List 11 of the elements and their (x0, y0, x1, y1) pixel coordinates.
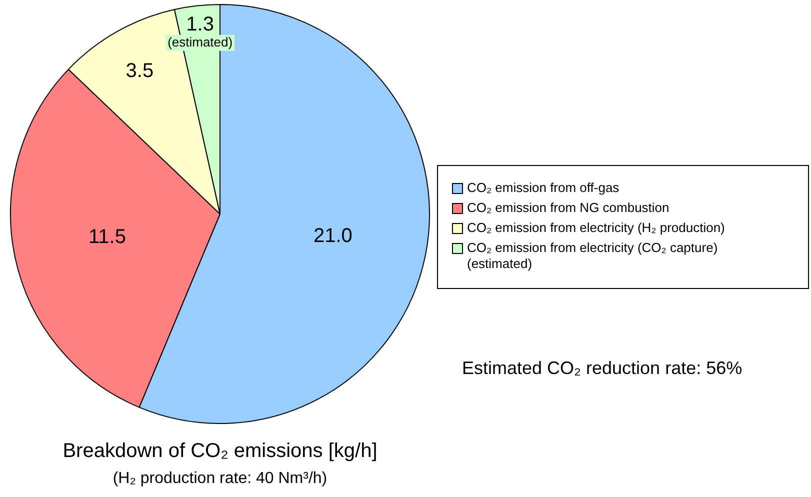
data-label: 1.3 (estimated) (168, 13, 233, 50)
data-label: 3.5 (126, 60, 154, 82)
data-label: 11.5 (88, 226, 126, 248)
data-label: 21.0 (314, 225, 352, 248)
legend-label: CO₂ emission from NG combustion (467, 200, 670, 216)
text: (H₂ production rate: 40 Nm³/h) (112, 470, 328, 488)
legend-label: CO₂ emission from electricity (H₂ production) (467, 220, 725, 236)
text: Breakdown of CO₂ emissions [kg/h] (62, 440, 378, 463)
legend-label: CO₂ emission from off-gas (467, 180, 620, 196)
legend-label: CO₂ emission from electricity (CO₂ capture) (estimated) (467, 240, 718, 272)
text: Estimated CO₂ reduction rate: 56% (462, 358, 742, 379)
